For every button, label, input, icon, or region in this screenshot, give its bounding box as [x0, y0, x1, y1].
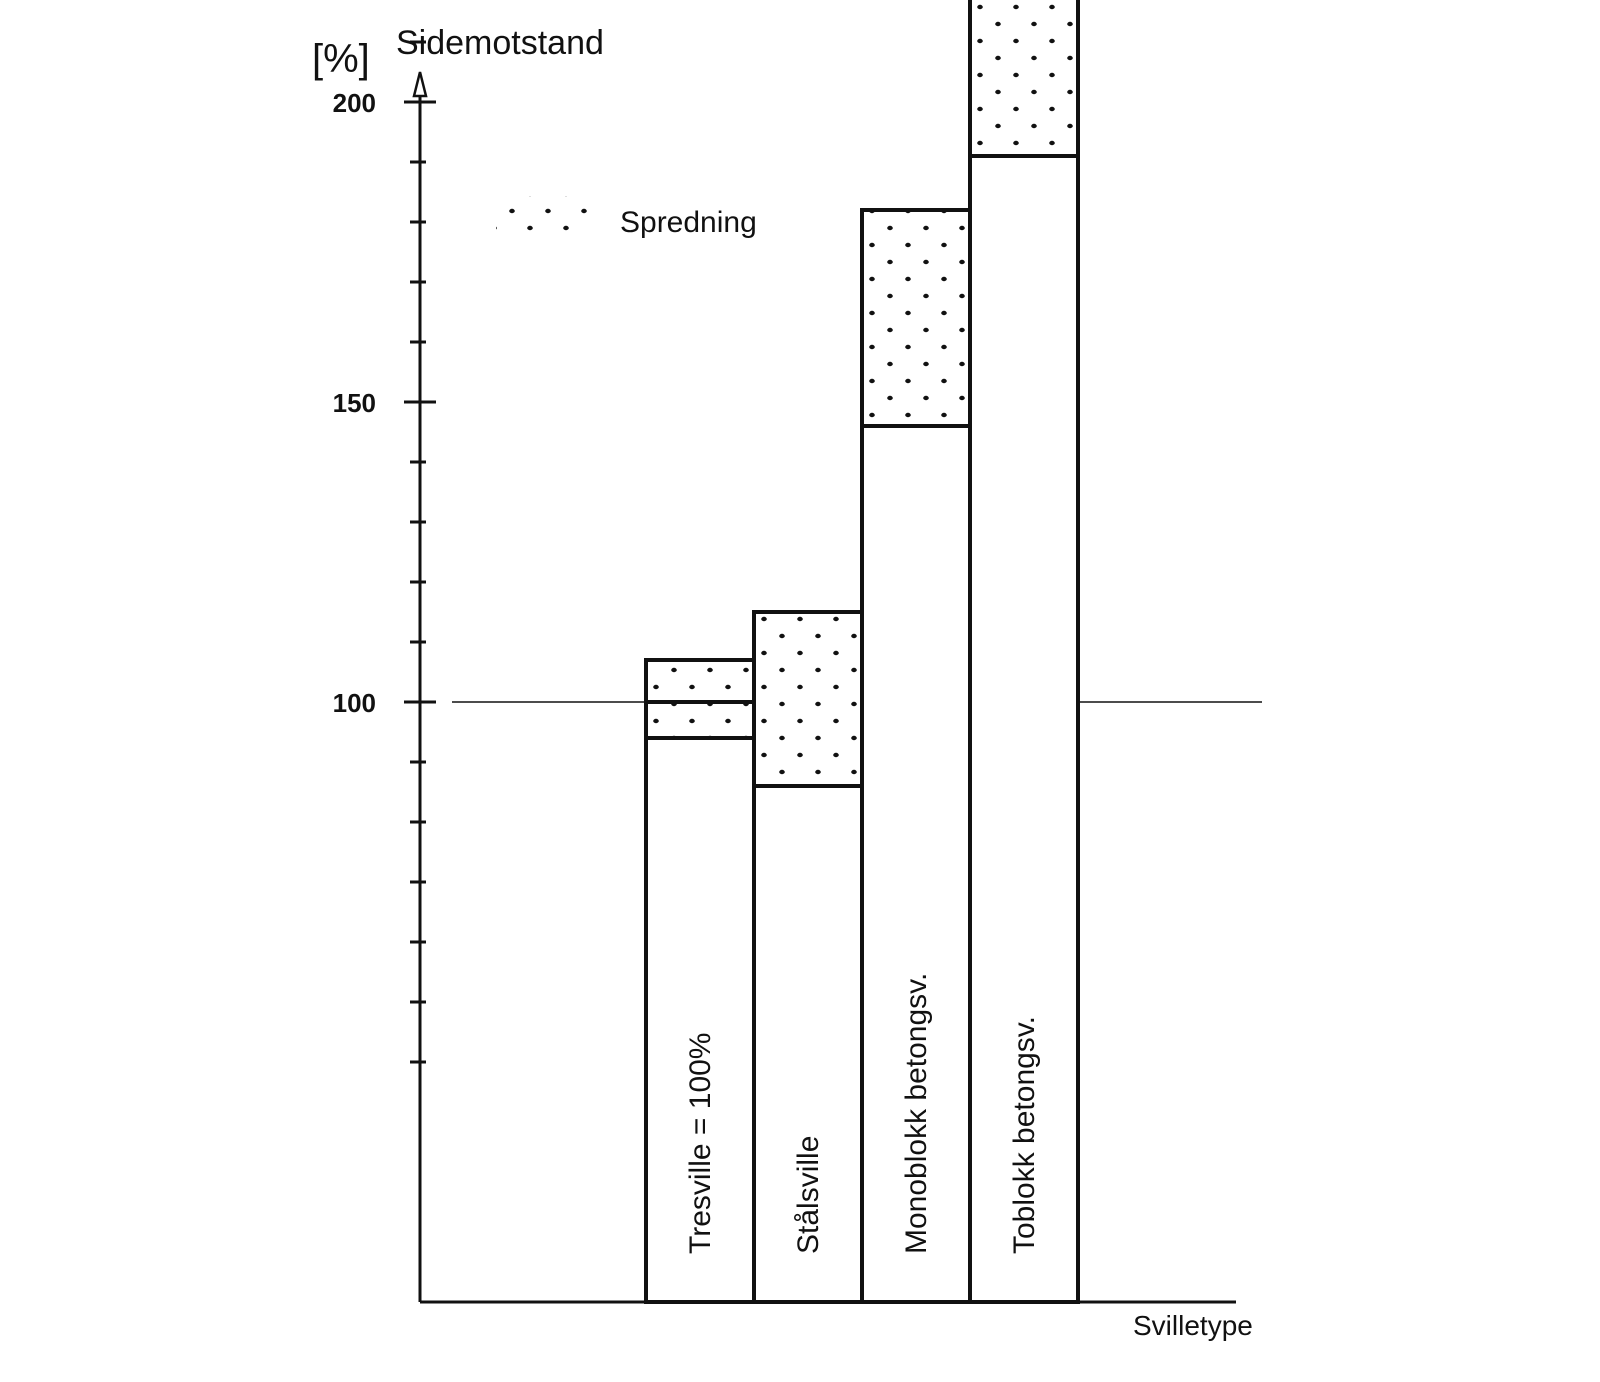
y-axis-unit: [%] — [312, 37, 370, 81]
bar-spread — [860, 208, 972, 428]
y-minor-ticks: 100 150 200 — [333, 40, 436, 1064]
bar-base — [968, 154, 1080, 1304]
bar-category-label: Tresville = 100% — [684, 1033, 717, 1254]
bar-group: Tresville = 100% — [644, 658, 756, 1304]
legend-swatch — [496, 196, 588, 240]
y-axis-title: Sidemotstand — [396, 24, 604, 62]
bar-category-label: Monoblokk betongsv. — [900, 973, 933, 1254]
y-axis-arrow — [412, 71, 428, 98]
bar-group: Stålsville — [752, 610, 864, 1304]
legend-label: Spredning — [620, 206, 757, 239]
bar-spread — [644, 658, 756, 740]
bars: Tresville = 100% Stålsville Monoblokk beto… — [644, 0, 1080, 1304]
bar-base — [644, 736, 756, 1304]
bar-base — [860, 424, 972, 1304]
y-tick-label: 200 — [333, 88, 376, 118]
bar-base — [752, 784, 864, 1304]
bar-category-label: Toblokk betongsv. — [1008, 1016, 1041, 1254]
x-axis-title: Svilletype — [1133, 1310, 1253, 1341]
labels: [%] Sidemotstand Svilletype Spredning — [312, 24, 1253, 1341]
bar-group: Toblokk betongsv. — [968, 0, 1080, 1304]
bar-spread — [752, 610, 864, 788]
bar-spread — [968, 0, 1080, 158]
bar-group: Monoblokk betongsv. — [860, 208, 972, 1304]
y-tick-label: 100 — [333, 688, 376, 718]
bar-category-label: Stålsville — [792, 1136, 825, 1254]
y-tick-label: 150 — [333, 388, 376, 418]
